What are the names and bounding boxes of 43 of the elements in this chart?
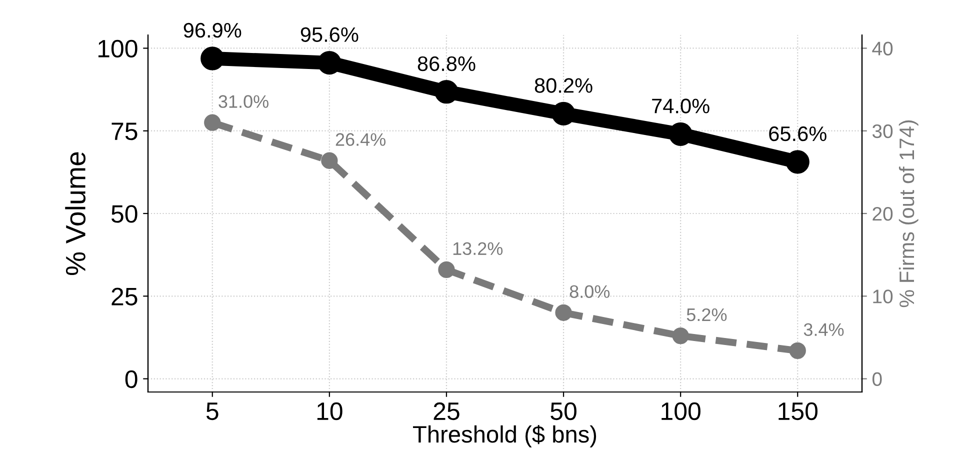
x-tick-label: 50 bbox=[550, 402, 576, 420]
y-tick-label: 0 bbox=[125, 370, 138, 388]
data-label: 26.4% bbox=[336, 133, 386, 146]
point bbox=[786, 150, 810, 174]
point bbox=[204, 114, 221, 131]
y-tick-label: 100 bbox=[98, 40, 138, 58]
point bbox=[668, 122, 692, 146]
y2-tick-label: 10 bbox=[873, 290, 893, 304]
point bbox=[555, 304, 572, 321]
data-label: 74.0% bbox=[652, 98, 710, 114]
data-label: 8.0% bbox=[570, 285, 610, 298]
data-label: 86.8% bbox=[418, 56, 476, 72]
data-label: 13.2% bbox=[453, 242, 503, 256]
y-axis-title: % Volume bbox=[65, 152, 86, 276]
data-label: 80.2% bbox=[534, 78, 592, 93]
y-tick-label: 50 bbox=[111, 205, 138, 223]
data-label: 96.9% bbox=[184, 22, 242, 38]
y-tick-label: 75 bbox=[112, 122, 138, 140]
point bbox=[438, 261, 455, 278]
y2-tick-label: 20 bbox=[872, 206, 893, 221]
x-tick-label: 150 bbox=[778, 402, 818, 420]
data-label: 65.6% bbox=[769, 126, 826, 142]
data-label: 3.4% bbox=[804, 323, 844, 336]
y2-tick-label: 0 bbox=[872, 372, 882, 386]
y2-axis-title: % Firms (out of 174) bbox=[898, 120, 918, 308]
point bbox=[434, 80, 458, 104]
data-label: 95.6% bbox=[300, 27, 358, 42]
x-axis-title: Threshold ($ bns) bbox=[413, 425, 596, 448]
x-tick-label: 100 bbox=[662, 402, 700, 420]
point bbox=[200, 46, 224, 70]
point bbox=[321, 152, 338, 169]
y2-tick-label: 40 bbox=[872, 42, 893, 56]
data-label: 31.0% bbox=[218, 95, 268, 108]
point bbox=[318, 50, 342, 75]
data-label: 5.2% bbox=[686, 308, 727, 322]
point bbox=[672, 327, 689, 344]
point bbox=[552, 102, 576, 126]
x-tick-label: 5 bbox=[206, 402, 218, 420]
point bbox=[789, 342, 806, 360]
y-tick-label: 25 bbox=[112, 288, 138, 306]
x-tick-label: 10 bbox=[317, 402, 342, 420]
y2-tick-label: 30 bbox=[872, 124, 893, 138]
x-tick-label: 25 bbox=[434, 402, 460, 420]
